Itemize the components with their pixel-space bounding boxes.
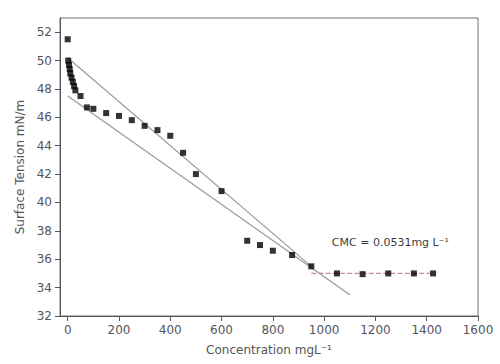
svg-text:36: 36 [37, 252, 52, 266]
svg-text:200: 200 [108, 323, 131, 337]
svg-text:1200: 1200 [360, 323, 391, 337]
svg-text:32: 32 [37, 309, 52, 323]
svg-text:CMC = 0.0531mg L⁻¹: CMC = 0.0531mg L⁻¹ [332, 236, 449, 249]
svg-text:Concentration mgL⁻¹: Concentration mgL⁻¹ [206, 343, 332, 357]
svg-text:400: 400 [159, 323, 182, 337]
svg-text:48: 48 [37, 82, 52, 96]
svg-text:46: 46 [37, 110, 52, 124]
svg-text:50: 50 [37, 54, 52, 68]
svg-text:1000: 1000 [309, 323, 340, 337]
svg-text:38: 38 [37, 224, 52, 238]
svg-text:42: 42 [37, 167, 52, 181]
svg-text:0: 0 [64, 323, 72, 337]
svg-text:1600: 1600 [463, 323, 494, 337]
svg-text:52: 52 [37, 25, 52, 39]
svg-text:44: 44 [37, 139, 52, 153]
svg-text:34: 34 [37, 281, 52, 295]
svg-text:1400: 1400 [411, 323, 442, 337]
svg-text:800: 800 [261, 323, 284, 337]
svg-text:40: 40 [37, 195, 52, 209]
svg-text:600: 600 [210, 323, 233, 337]
svg-text:Surface Tension mN/m: Surface Tension mN/m [13, 100, 27, 235]
